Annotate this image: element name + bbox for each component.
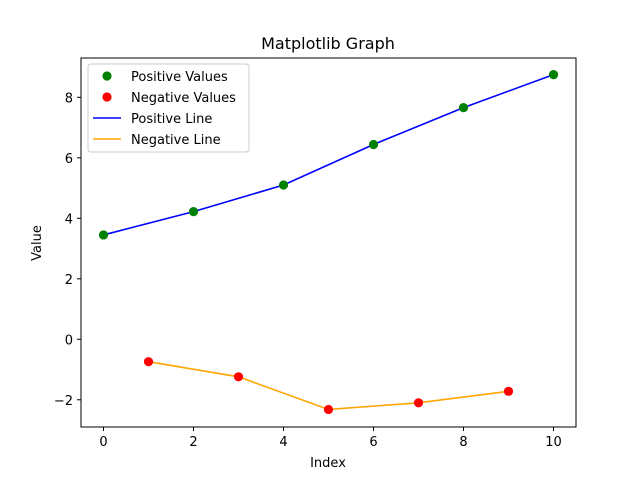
y-tick-label: 4 <box>65 212 73 227</box>
x-tick-label: 2 <box>189 435 197 450</box>
data-point-1-3 <box>413 398 424 408</box>
legend-box <box>87 63 250 153</box>
x-axis-label: Index <box>310 456 346 471</box>
x-tick-label: 8 <box>459 435 467 450</box>
legend-label-1: Negative Values <box>131 91 236 106</box>
data-point-0-2 <box>278 180 289 190</box>
chart-title: Matplotlib Graph <box>261 34 395 53</box>
x-tick-label: 4 <box>279 435 287 450</box>
legend-label-3: Negative Line <box>131 133 221 148</box>
legend: Positive Values Negative Values Positive L… <box>87 63 250 153</box>
axes: 0 2 4 6 8 10 −2 0 2 4 6 8 <box>54 57 577 450</box>
data-point-1-0 <box>143 357 154 367</box>
data-point-1-2 <box>323 404 334 415</box>
x-tick-label: 10 <box>545 435 562 450</box>
legend-marker-1 <box>102 92 112 102</box>
series-line-2 <box>103 73 554 236</box>
data-point-0-3 <box>368 139 379 150</box>
y-tick-label: 8 <box>65 91 73 106</box>
y-tick-label: 0 <box>65 333 73 348</box>
y-tick-label: 6 <box>65 152 73 167</box>
data-point-1-1 <box>233 372 244 382</box>
data-point-0-4 <box>458 103 469 113</box>
data-point-0-5 <box>548 70 559 80</box>
plot-area <box>98 70 559 415</box>
data-point-1-4 <box>503 386 514 396</box>
y-tick-label: 2 <box>65 273 73 288</box>
x-tick-label: 0 <box>99 435 107 450</box>
legend-label-0: Positive Values <box>131 70 228 85</box>
y-tick-label: −2 <box>54 394 73 409</box>
data-point-0-1 <box>188 207 199 217</box>
data-point-0-0 <box>98 230 109 240</box>
legend-marker-0 <box>102 71 112 81</box>
y-axis-label: Value <box>30 225 45 261</box>
x-tick-label: 6 <box>369 435 377 450</box>
legend-label-2: Positive Line <box>131 112 212 127</box>
axes-frame <box>80 57 577 428</box>
